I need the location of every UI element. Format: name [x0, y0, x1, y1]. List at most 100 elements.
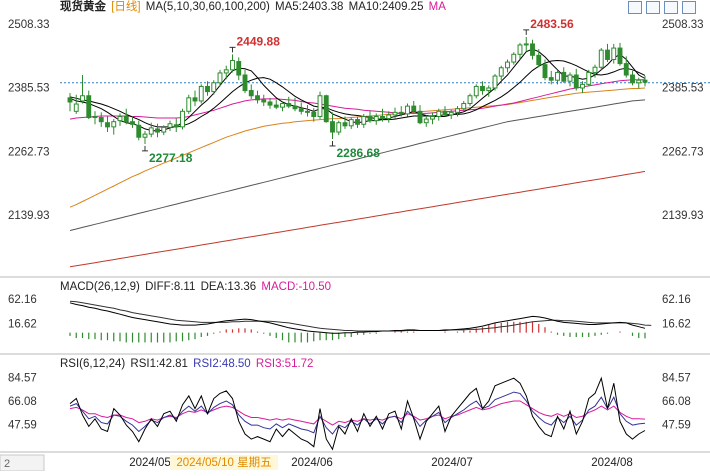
candle	[411, 100, 417, 114]
candle	[380, 108, 385, 122]
candle-body	[417, 110, 423, 124]
candle	[480, 81, 485, 95]
candle-body	[86, 95, 92, 119]
candle	[323, 94, 329, 123]
rsi-tick-right-0: 84.57	[662, 372, 691, 384]
candle-body	[130, 121, 135, 125]
zoom-button-label: 2	[4, 458, 10, 470]
macd-name: MACD(26,12,9)	[60, 281, 140, 293]
rsi-tick-right-1: 66.08	[662, 396, 691, 408]
candle	[605, 43, 610, 63]
candle	[311, 108, 317, 122]
candle	[236, 57, 242, 81]
candle	[455, 106, 460, 117]
rsi-tick-right-2: 47.59	[662, 419, 691, 431]
candle	[392, 107, 398, 119]
candle	[348, 117, 354, 129]
candle-body	[123, 115, 129, 123]
candle	[498, 65, 504, 81]
annotation-high-3: 2483.56	[530, 17, 574, 31]
x-label-4: 2024/08	[591, 457, 633, 469]
candle-body	[617, 47, 623, 65]
candle	[211, 80, 217, 95]
candle-body	[280, 103, 285, 108]
x-label-2: 2024/06	[291, 457, 333, 469]
candle-body	[392, 111, 398, 116]
candle-body	[305, 110, 310, 113]
candle-body	[548, 77, 554, 81]
candle-body	[367, 115, 373, 122]
candle-body	[405, 105, 410, 115]
candle-body	[505, 61, 510, 69]
candle	[123, 108, 129, 125]
settings-icon[interactable]	[664, 1, 678, 14]
rsi-tick-left-0: 84.57	[8, 372, 37, 384]
price-tick-right-0: 2508.33	[662, 19, 704, 31]
candle-body	[480, 85, 485, 92]
candle-body	[298, 108, 304, 112]
candle-body	[105, 122, 110, 128]
candle	[505, 59, 510, 73]
candle	[448, 109, 454, 120]
price-header: 现货黄金 [日线] MA(5,10,30,60,100,200) MA5:240…	[60, 0, 448, 14]
candle	[630, 70, 635, 86]
candle	[298, 102, 304, 115]
candle-body	[561, 71, 567, 82]
candle	[86, 90, 92, 120]
candle-body	[336, 122, 342, 133]
candle	[105, 116, 110, 133]
candle-body	[67, 97, 73, 103]
candle-body	[142, 133, 148, 138]
fullscreen-icon[interactable]	[682, 1, 696, 14]
candle	[336, 120, 342, 136]
candle-body	[386, 114, 392, 120]
candle	[580, 81, 585, 94]
candle-body	[542, 64, 548, 79]
price-tick-left-0: 2508.33	[8, 19, 50, 31]
candle-body	[586, 71, 592, 85]
candle	[292, 97, 298, 112]
candle	[373, 113, 379, 125]
rsi-line-rsi2	[69, 391, 646, 435]
candle-body	[92, 115, 98, 119]
compare-icon[interactable]	[646, 1, 660, 14]
candle	[442, 106, 448, 117]
candle	[592, 64, 598, 78]
candle-body	[230, 60, 235, 71]
candle-body	[430, 115, 435, 120]
candle	[130, 116, 135, 128]
price-tick-right-1: 2385.53	[662, 83, 704, 95]
candle	[267, 97, 273, 109]
ma-line-ma100	[69, 99, 646, 231]
rsi-name: RSI(6,12,24)	[60, 358, 126, 370]
candle-body	[611, 47, 617, 60]
candle	[536, 49, 542, 68]
price-tick-left-3: 2139.93	[8, 210, 50, 222]
macd-diff: DIFF:8.11	[145, 281, 196, 293]
candle	[117, 113, 123, 126]
hover-date-box	[170, 455, 278, 470]
candle-body	[111, 121, 117, 128]
candle-body	[511, 53, 517, 63]
rsi3-value: RSI3:51.72	[255, 358, 314, 370]
x-label-3: 2024/07	[431, 457, 473, 469]
candle	[136, 120, 142, 141]
price-tick-right-2: 2262.73	[662, 146, 704, 158]
candle-body	[348, 119, 354, 127]
panel-frames	[0, 276, 710, 453]
candle-body	[117, 115, 123, 122]
candle	[67, 93, 73, 112]
candle	[486, 85, 492, 97]
ma10-value: MA10:2409.25	[348, 1, 424, 13]
period-label[interactable]: [日线]	[111, 1, 141, 13]
candle	[192, 90, 198, 107]
indicator-icon[interactable]	[628, 1, 642, 14]
x-label-0: 2024/05	[129, 457, 171, 469]
candle	[261, 94, 267, 107]
candle	[361, 113, 367, 128]
candle-body	[136, 124, 142, 138]
candle-body	[492, 75, 498, 89]
rsi-header: RSI(6,12,24) RSI1:42.81 RSI2:48.50 RSI3:…	[60, 357, 315, 371]
